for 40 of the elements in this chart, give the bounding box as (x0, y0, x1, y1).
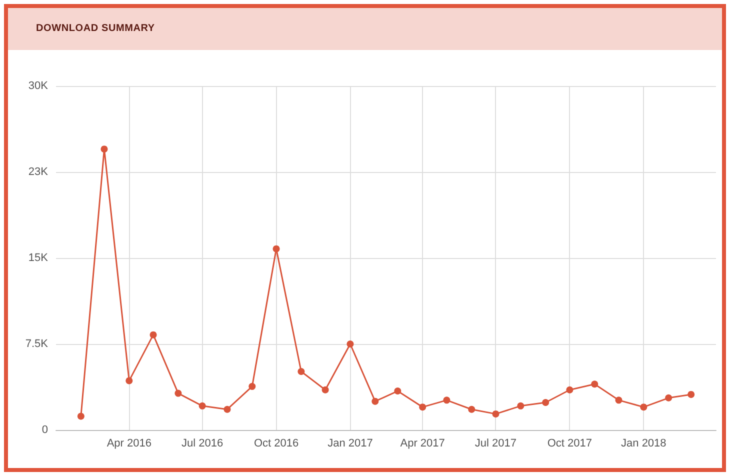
x-tick-label: Jul 2016 (182, 438, 224, 450)
point (174, 390, 182, 397)
y-tick-label: 15K (28, 252, 49, 264)
point (224, 406, 231, 413)
y-tick-label: 7.5K (25, 338, 49, 350)
point (615, 396, 622, 404)
point (640, 404, 648, 411)
point (100, 146, 108, 153)
point (517, 402, 524, 410)
y-tick-label: 30K (28, 80, 49, 92)
point (468, 406, 476, 413)
x-tick-label: Apr 2017 (400, 438, 445, 450)
point (443, 396, 450, 404)
x-tick-label: Oct 2016 (254, 438, 299, 450)
point (298, 368, 305, 376)
point (248, 382, 256, 390)
point (591, 380, 598, 388)
x-tick-label: Oct 2017 (547, 438, 592, 450)
x-tick-label: Jan 2017 (328, 438, 373, 450)
point (150, 331, 157, 338)
x-tick-label: Jul 2017 (474, 438, 517, 450)
point (198, 402, 206, 410)
point (665, 394, 672, 402)
y-tick-label: 0 (42, 424, 48, 436)
point (77, 412, 84, 420)
point (419, 404, 426, 411)
point (372, 398, 379, 405)
point (566, 386, 574, 394)
point (346, 340, 354, 348)
point (272, 245, 280, 252)
point (492, 410, 500, 418)
chart-title: DOWNLOAD SUMMARY (8, 8, 722, 50)
x-tick-label: Jan 2018 (621, 438, 666, 450)
point (322, 386, 329, 394)
point (394, 388, 402, 395)
point (126, 377, 133, 384)
y-tick-label: 23K (28, 166, 49, 178)
x-tick-label: Apr 2016 (106, 438, 152, 450)
point (542, 398, 550, 406)
point (688, 390, 695, 398)
